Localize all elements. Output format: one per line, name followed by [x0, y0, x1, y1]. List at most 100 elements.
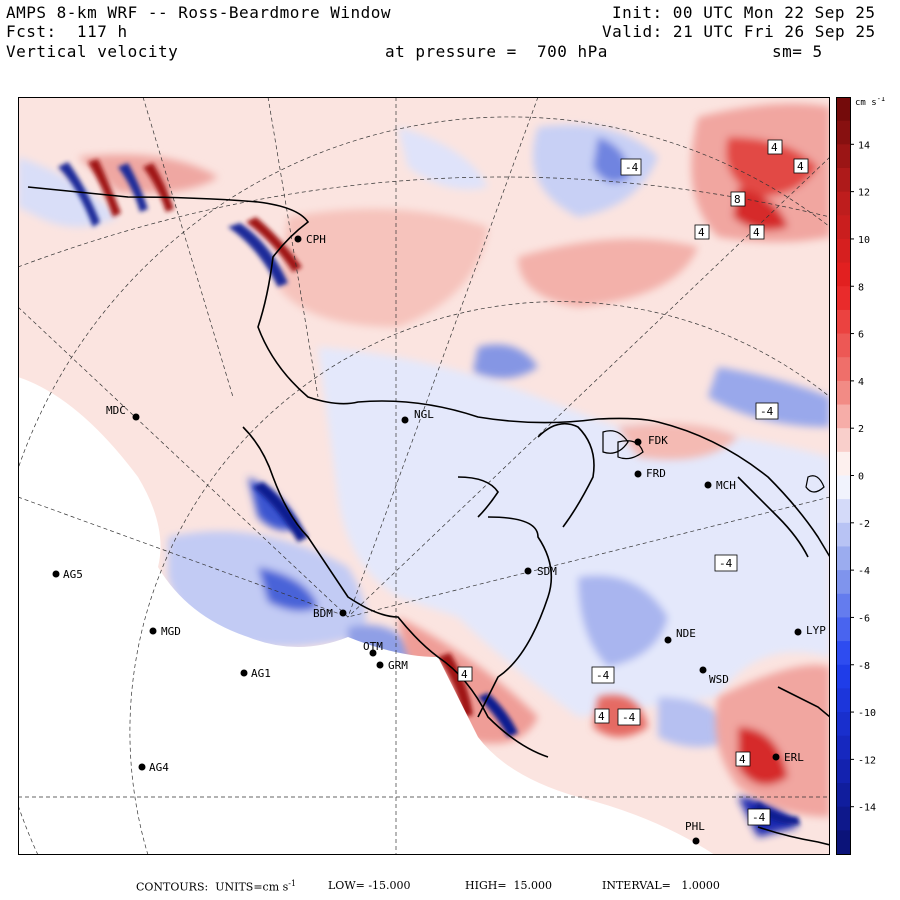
svg-text:AG5: AG5 — [63, 568, 83, 581]
colorbar-tick-label: 0 — [858, 472, 864, 483]
station-ngl: NGL — [401, 408, 434, 424]
colorbar-tick-label: 14 — [858, 140, 870, 151]
colorbar-tick-label: 6 — [858, 330, 864, 341]
colorbar-swatch — [836, 735, 850, 760]
forecast-hour: Fcst: 117 h — [6, 22, 128, 41]
footer-contours: CONTOURS: UNITS=cm s-1 — [136, 879, 297, 894]
station-wsd: WSD — [699, 666, 729, 686]
island-outlines — [602, 430, 825, 493]
valid-time: Valid: 21 UTC Fri 26 Sep 25 — [602, 22, 876, 41]
colorbar-tick-label: -2 — [858, 519, 870, 530]
colorbar-tick-label: 4 — [858, 377, 864, 388]
station-cph: CPH — [294, 233, 326, 246]
station-markers: MDC NGL FDK FRD MCH SDM AG5 MGD AG1 AG4 … — [52, 233, 826, 845]
station-phl: PHL — [685, 820, 705, 845]
colorbar-swatch — [836, 475, 850, 500]
station-sdm: SDM — [524, 565, 557, 578]
colorbar-swatch — [836, 759, 850, 784]
colorbar-tick-label: 12 — [858, 188, 870, 199]
station-erl: ERL — [772, 751, 804, 764]
colorbar-swatch — [836, 333, 850, 358]
colorbar-swatch — [836, 830, 850, 855]
svg-text:SDM: SDM — [537, 565, 557, 578]
contour-label: 8 — [734, 193, 741, 206]
mountain-wave-bands — [58, 159, 800, 825]
svg-text:LYP: LYP — [806, 624, 826, 637]
colorbar-swatch — [836, 641, 850, 666]
colorbar-swatch — [836, 570, 850, 595]
station-mdc: MDC — [106, 404, 140, 421]
svg-text:GRM: GRM — [388, 659, 408, 672]
svg-text:OTM: OTM — [363, 640, 383, 653]
svg-text:PHL: PHL — [685, 820, 705, 833]
colorbar-tick-label: 10 — [858, 235, 870, 246]
station-bdm: BDM — [313, 607, 347, 620]
contour-label: -4 — [752, 811, 766, 824]
svg-text:NGL: NGL — [414, 408, 434, 421]
contour-label: -4 — [622, 711, 636, 724]
contour-label: 4 — [739, 753, 746, 766]
colorbar-swatch — [836, 120, 850, 145]
contour-label: -4 — [760, 405, 774, 418]
colorbar-swatch — [836, 688, 850, 713]
colorbar-tick-label: -10 — [858, 708, 876, 719]
colorbar-swatch — [836, 380, 850, 406]
colorbar-tick-label: -6 — [858, 613, 870, 624]
colorbar: 14 12 10 8 6 4 2 0 -2 -4 -6 -8 -10 -12 -14 cm s-1 — [836, 97, 885, 855]
colorbar-swatch — [836, 546, 850, 571]
colorbar-tick-label: -14 — [858, 803, 876, 814]
station-ag1: AG1 — [240, 667, 271, 680]
contour-label: 4 — [698, 226, 705, 239]
colorbar-swatch — [836, 144, 850, 169]
contour-label: 4 — [461, 668, 468, 681]
contour-label: 4 — [771, 141, 778, 154]
svg-text:MDC: MDC — [106, 404, 126, 417]
station-grm: GRM — [376, 659, 408, 672]
colorbar-swatch — [836, 664, 850, 689]
colorbar-swatch — [836, 712, 850, 737]
coastline — [27, 186, 830, 846]
init-time: Init: 00 UTC Mon 22 Sep 25 — [612, 3, 876, 22]
station-fdk: FDK — [634, 434, 668, 447]
colorbar-tick-label: 8 — [858, 282, 864, 293]
svg-text:MCH: MCH — [716, 479, 736, 492]
colorbar-swatch — [836, 783, 850, 808]
footer-low: LOW= -15.000 — [328, 879, 411, 892]
station-ag4: AG4 — [138, 761, 169, 774]
field-name: Vertical velocity — [6, 42, 179, 61]
colorbar-tick-label: -8 — [858, 661, 870, 672]
colorbar-swatch — [836, 806, 850, 831]
colorbar-swatch — [836, 593, 850, 618]
colorbar-swatch — [836, 522, 850, 547]
contour-label: 4 — [598, 710, 605, 723]
colorbar-swatch — [836, 167, 850, 193]
footer-high: HIGH= 15.000 — [465, 879, 553, 892]
graticule-lines — [18, 97, 830, 855]
footer-interval: INTERVAL= 1.0000 — [602, 879, 720, 892]
svg-text:NDE: NDE — [676, 627, 696, 640]
svg-text:MGD: MGD — [161, 625, 181, 638]
svg-text:AG4: AG4 — [149, 761, 169, 774]
colorbar-tick-label: -4 — [858, 566, 870, 577]
colorbar-swatch — [836, 357, 850, 382]
colorbar-swatch — [836, 238, 850, 264]
station-nde: NDE — [664, 627, 696, 644]
map-frame — [18, 97, 830, 855]
vertical-velocity-map: -4 4 8 4 4 -4 -4 4 -4 4 -4 4 -4 4 MDC NG… — [18, 97, 830, 855]
station-ag5: AG5 — [52, 568, 83, 581]
colorbar-swatch — [836, 262, 850, 287]
colorbar-swatch — [836, 309, 850, 335]
svg-text:BDM: BDM — [313, 607, 333, 620]
pressure-level: at pressure = 700 hPa — [385, 42, 608, 61]
contour-label: -4 — [719, 557, 733, 570]
colorbar-swatch — [836, 499, 850, 524]
colorbar-swatch — [836, 428, 850, 453]
colorbar-swatches — [836, 97, 850, 855]
colorbar-swatch — [836, 215, 850, 240]
plateau-no-data-area — [18, 377, 715, 855]
station-frd: FRD — [634, 467, 666, 480]
positive-velocity-areas — [78, 103, 830, 817]
contour-label: -4 — [625, 161, 639, 174]
contour-label: 4 — [753, 226, 760, 239]
colorbar-swatch — [836, 191, 850, 216]
